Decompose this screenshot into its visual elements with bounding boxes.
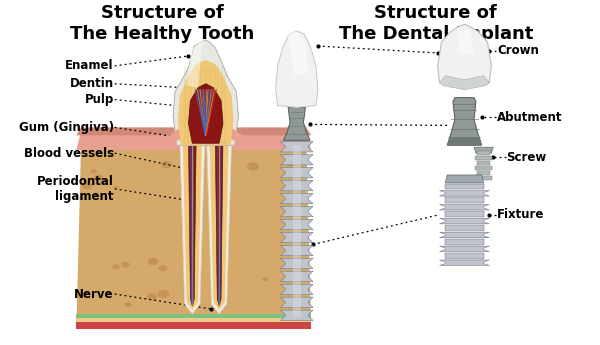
Polygon shape	[437, 24, 491, 88]
Polygon shape	[280, 310, 313, 321]
Text: Pulp: Pulp	[85, 93, 114, 106]
Polygon shape	[440, 232, 490, 238]
Polygon shape	[280, 245, 313, 256]
Text: Structure of
The Healthy Tooth: Structure of The Healthy Tooth	[70, 4, 255, 43]
Polygon shape	[178, 60, 233, 145]
Polygon shape	[445, 239, 484, 245]
Polygon shape	[445, 184, 484, 189]
Polygon shape	[287, 31, 308, 76]
Polygon shape	[445, 225, 484, 231]
Ellipse shape	[121, 262, 130, 268]
Polygon shape	[280, 232, 313, 243]
Polygon shape	[76, 127, 311, 135]
Polygon shape	[445, 175, 484, 183]
Ellipse shape	[90, 169, 97, 174]
Ellipse shape	[158, 265, 167, 272]
Polygon shape	[280, 180, 313, 191]
Bar	[477, 161, 490, 165]
Polygon shape	[440, 190, 490, 196]
Polygon shape	[280, 219, 313, 230]
Ellipse shape	[157, 290, 169, 298]
Ellipse shape	[146, 293, 157, 300]
Polygon shape	[188, 84, 223, 143]
Polygon shape	[280, 141, 313, 152]
Polygon shape	[76, 318, 311, 322]
Polygon shape	[280, 284, 313, 295]
Polygon shape	[440, 260, 490, 266]
Polygon shape	[447, 98, 482, 145]
Polygon shape	[280, 297, 313, 307]
Polygon shape	[187, 41, 206, 88]
Bar	[477, 171, 490, 175]
Polygon shape	[440, 205, 490, 210]
Polygon shape	[215, 140, 223, 306]
Polygon shape	[178, 60, 233, 145]
Text: Dentin: Dentin	[70, 77, 114, 90]
Polygon shape	[440, 76, 490, 90]
Polygon shape	[188, 140, 196, 306]
Polygon shape	[280, 206, 313, 217]
Ellipse shape	[94, 175, 103, 181]
Text: Abutment: Abutment	[497, 111, 563, 124]
Ellipse shape	[161, 161, 172, 168]
Polygon shape	[209, 140, 229, 310]
Polygon shape	[180, 140, 205, 314]
Polygon shape	[183, 140, 202, 310]
Polygon shape	[474, 147, 493, 153]
Bar	[477, 151, 490, 155]
Polygon shape	[280, 258, 313, 269]
Polygon shape	[445, 197, 484, 203]
Polygon shape	[188, 84, 223, 143]
Polygon shape	[76, 130, 311, 150]
Ellipse shape	[285, 159, 296, 166]
Ellipse shape	[114, 186, 119, 189]
Ellipse shape	[112, 264, 120, 269]
Ellipse shape	[296, 190, 302, 195]
Text: Blood vessels: Blood vessels	[23, 147, 114, 160]
Polygon shape	[280, 155, 313, 165]
Polygon shape	[445, 211, 484, 217]
Polygon shape	[76, 314, 311, 329]
Polygon shape	[173, 40, 238, 145]
Polygon shape	[76, 314, 311, 318]
Text: Periodontal
ligament: Periodontal ligament	[37, 175, 114, 203]
Polygon shape	[275, 31, 318, 108]
Ellipse shape	[82, 182, 92, 189]
Polygon shape	[173, 40, 238, 145]
Ellipse shape	[125, 303, 132, 307]
Polygon shape	[447, 137, 482, 145]
Text: Structure of
The Dental Implant: Structure of The Dental Implant	[338, 4, 533, 43]
Bar	[475, 166, 492, 170]
Ellipse shape	[247, 162, 259, 171]
Text: Screw: Screw	[506, 151, 547, 164]
Polygon shape	[206, 140, 232, 314]
Bar	[475, 176, 492, 180]
Polygon shape	[280, 194, 313, 204]
Polygon shape	[440, 218, 490, 224]
Polygon shape	[445, 253, 484, 259]
Polygon shape	[76, 322, 311, 329]
Polygon shape	[283, 108, 310, 140]
Ellipse shape	[148, 258, 158, 265]
Bar	[475, 156, 492, 160]
Text: Fixture: Fixture	[497, 208, 544, 221]
Polygon shape	[280, 271, 313, 282]
Text: Gum (Gingiva): Gum (Gingiva)	[19, 121, 114, 134]
Text: Crown: Crown	[497, 45, 539, 58]
Polygon shape	[457, 26, 474, 55]
Polygon shape	[280, 167, 313, 178]
Polygon shape	[293, 145, 301, 317]
Polygon shape	[173, 40, 206, 145]
Polygon shape	[440, 246, 490, 252]
Ellipse shape	[262, 277, 268, 281]
Polygon shape	[169, 128, 242, 140]
Text: Nerve: Nerve	[74, 287, 114, 300]
Polygon shape	[173, 40, 238, 145]
Text: Enamel: Enamel	[65, 59, 114, 72]
Polygon shape	[76, 140, 311, 329]
